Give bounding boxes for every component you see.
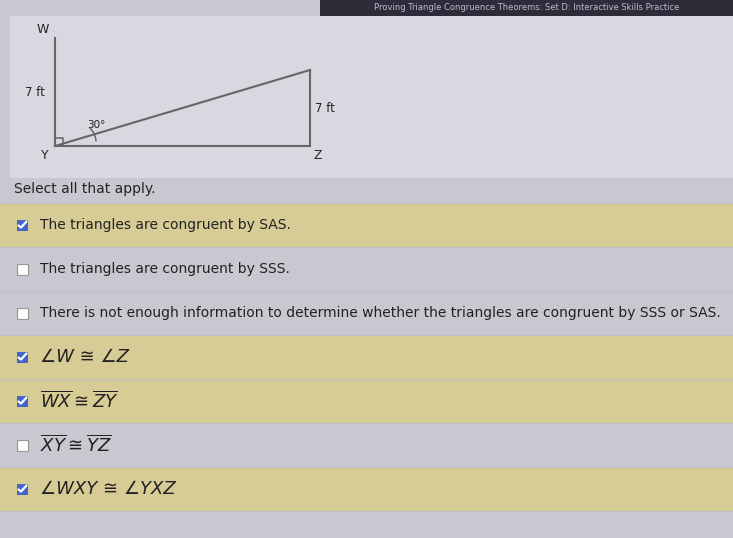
Text: ∠W ≅ ∠Z: ∠W ≅ ∠Z: [40, 348, 129, 366]
Text: Y: Y: [41, 149, 49, 162]
Bar: [0, 467, 733, 511]
Bar: [17, 308, 28, 318]
Bar: [320, 0, 733, 16]
Bar: [17, 264, 28, 274]
Bar: [0, 423, 733, 467]
Text: Select all that apply.: Select all that apply.: [14, 182, 155, 196]
Text: There is not enough information to determine whether the triangles are congruent: There is not enough information to deter…: [40, 306, 721, 320]
Text: The triangles are congruent by SAS.: The triangles are congruent by SAS.: [40, 218, 291, 232]
Text: Z: Z: [314, 149, 323, 162]
Bar: [0, 379, 733, 423]
Text: 7 ft: 7 ft: [25, 86, 45, 98]
Text: $\overline{XY} \cong \overline{YZ}$: $\overline{XY} \cong \overline{YZ}$: [40, 435, 112, 455]
Bar: [17, 351, 28, 363]
Text: 7 ft: 7 ft: [315, 102, 335, 115]
Bar: [10, 16, 733, 178]
Bar: [17, 484, 28, 494]
Bar: [0, 335, 733, 379]
Bar: [17, 440, 28, 450]
Bar: [0, 291, 733, 335]
Text: The triangles are congruent by SSS.: The triangles are congruent by SSS.: [40, 262, 290, 276]
Bar: [17, 220, 28, 230]
Bar: [17, 395, 28, 407]
Bar: [0, 247, 733, 291]
Text: $\overline{WX} \cong \overline{ZY}$: $\overline{WX} \cong \overline{ZY}$: [40, 391, 119, 412]
Text: 30°: 30°: [87, 120, 106, 130]
Text: ∠WXY ≅ ∠YXZ: ∠WXY ≅ ∠YXZ: [40, 480, 176, 498]
Bar: [0, 203, 733, 247]
Text: Proving Triangle Congruence Theorems: Set D: Interactive Skills Practice: Proving Triangle Congruence Theorems: Se…: [374, 4, 679, 12]
Text: W: W: [37, 23, 49, 36]
